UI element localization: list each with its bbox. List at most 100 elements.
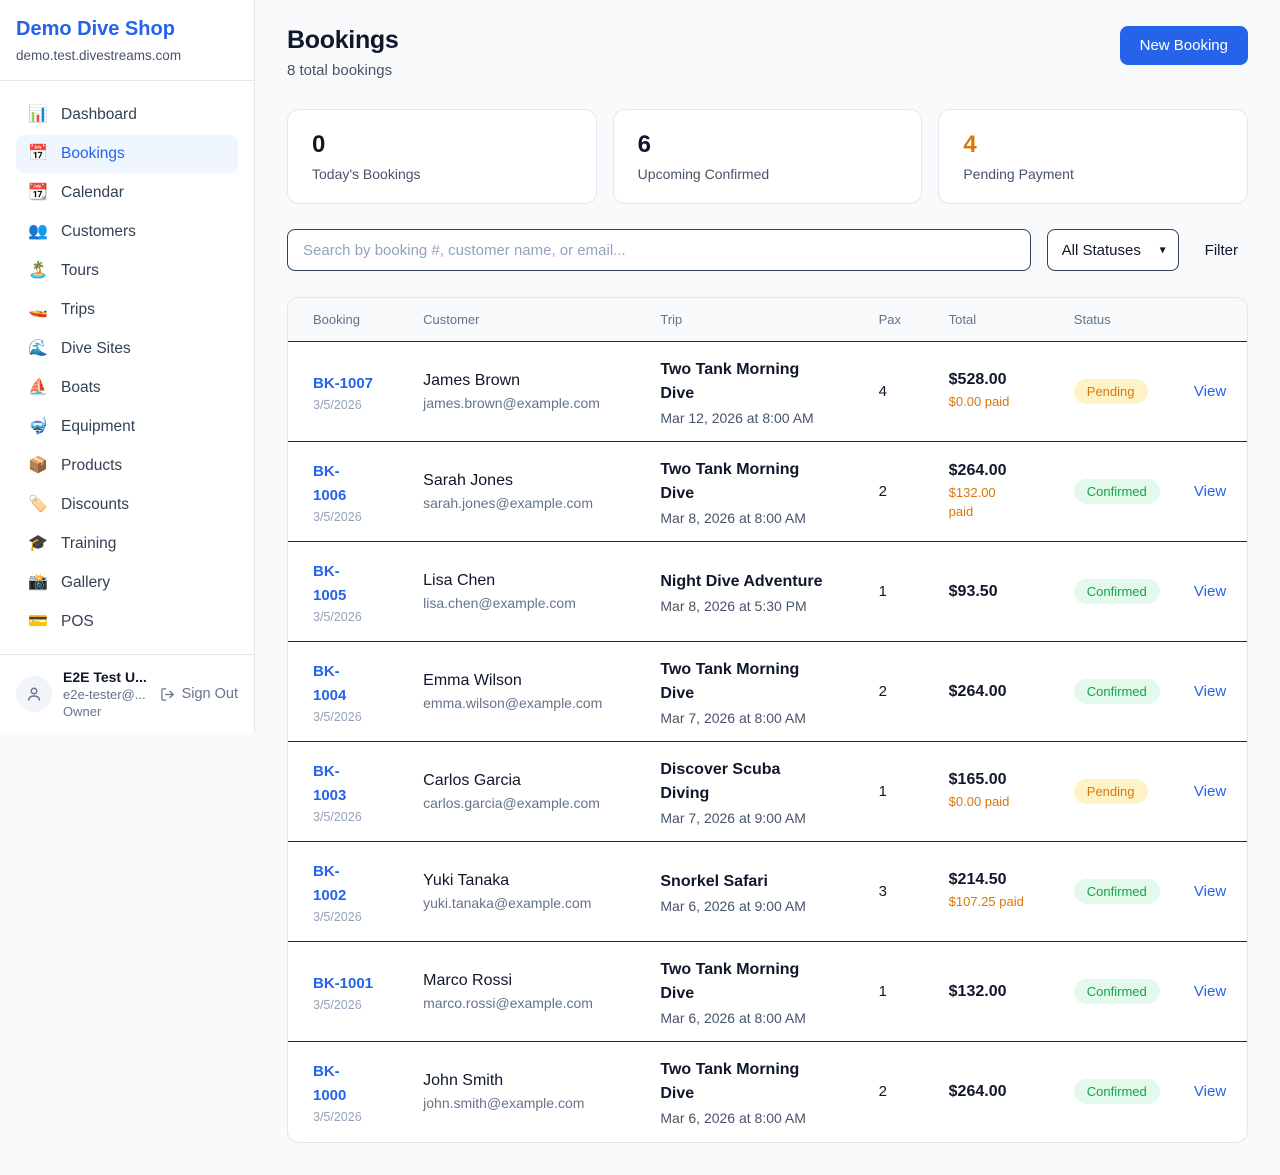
status-cell: Confirmed — [1073, 841, 1194, 942]
sidebar-item-label: Tours — [61, 262, 99, 279]
sidebar-item-gallery[interactable]: 📸 Gallery — [16, 564, 238, 602]
sidebar-item-dashboard[interactable]: 📊 Dashboard — [16, 96, 238, 134]
stat-card-pending-payment: 4 Pending Payment — [938, 109, 1249, 204]
credit-card-icon: 💳 — [28, 613, 48, 630]
booking-link[interactable]: BK- 1004 — [313, 662, 347, 704]
diving-mask-icon: 🤿 — [28, 418, 48, 435]
sidebar-item-label: Trips — [61, 301, 95, 318]
trip-cell: Two Tank Morning Dive Mar 7, 2026 at 8:00 … — [660, 641, 879, 742]
status-filter-select[interactable]: All Statuses — [1046, 229, 1179, 271]
status-cell: Confirmed — [1073, 541, 1194, 642]
view-link[interactable]: View — [1193, 482, 1227, 500]
total-cell: $528.00 $0.00 paid — [949, 342, 1074, 442]
sidebar-item-bookings[interactable]: 📅 Bookings — [16, 135, 238, 173]
booking-link[interactable]: BK-1007 — [313, 374, 374, 392]
person-icon — [28, 687, 40, 701]
page-subtitle: 8 total bookings — [287, 62, 393, 79]
table-row: BK- 1000 3/5/2026 John Smith john.smith@exam… — [288, 1041, 1247, 1142]
sidebar-item-trips[interactable]: 🚤 Trips — [16, 291, 238, 329]
sidebar-item-pos[interactable]: 💳 POS — [16, 603, 238, 641]
status-badge: Confirmed — [1073, 679, 1160, 704]
booking-link[interactable]: BK- 1003 — [313, 762, 347, 804]
customer-cell: Emma Wilson emma.wilson@example.com — [423, 641, 661, 742]
total-cell: $132.00 — [948, 941, 1074, 1042]
status-cell: Confirmed — [1073, 941, 1194, 1042]
bar-chart-icon: 📊 — [28, 106, 48, 123]
view-link[interactable]: View — [1193, 982, 1227, 1000]
booking-link[interactable]: BK- 1002 — [313, 862, 347, 904]
new-booking-button[interactable]: New Booking — [1119, 26, 1248, 65]
sidebar-item-equipment[interactable]: 🤿 Equipment — [16, 408, 238, 446]
wave-icon: 🌊 — [28, 340, 48, 357]
table-row: BK- 1006 3/5/2026 Sarah Jones sarah.jones@ex… — [288, 441, 1247, 542]
pax-value: 2 — [878, 682, 887, 700]
speedboat-icon: 🚤 — [28, 301, 48, 318]
booking-cell: BK- 1002 3/5/2026 — [288, 841, 424, 942]
trip-datetime: Mar 6, 2026 at 8:00 AM — [660, 1109, 806, 1126]
trip-name: Two Tank Morning Dive — [660, 660, 800, 702]
sidebar-item-boats[interactable]: ⛵ Boats — [16, 369, 238, 407]
sidebar-item-tours[interactable]: 🏝️ Tours — [16, 252, 238, 290]
total-cell: $214.50 $107.25 paid — [948, 841, 1074, 942]
pax-cell: 3 — [878, 841, 949, 942]
booking-cell: BK-1001 3/5/2026 — [288, 941, 424, 1042]
total-cell: $264.00 $132.00 paid — [948, 441, 1074, 542]
view-link[interactable]: View — [1193, 782, 1227, 800]
status-cell: Confirmed — [1073, 641, 1194, 742]
bookings-table-card: Booking Customer Trip Pax Total Status BK-100… — [287, 297, 1248, 1143]
sidebar-item-dive-sites[interactable]: 🌊 Dive Sites — [16, 330, 238, 368]
column-header-trip: Trip — [660, 298, 879, 342]
booking-link[interactable]: BK- 1006 — [313, 462, 347, 504]
logout-icon — [160, 687, 174, 701]
view-link[interactable]: View — [1193, 582, 1227, 600]
sidebar-item-products[interactable]: 📦 Products — [16, 447, 238, 485]
sidebar-item-label: Bookings — [61, 145, 125, 162]
view-link[interactable]: View — [1193, 1082, 1227, 1100]
customer-email: emma.wilson@example.com — [423, 695, 603, 711]
view-link[interactable]: View — [1193, 882, 1227, 900]
sidebar-item-training[interactable]: 🎓 Training — [16, 525, 238, 563]
stats-row: 0 Today's Bookings 6 Upcoming Confirmed 4 Pen… — [287, 109, 1249, 204]
stat-label: Upcoming Confirmed — [637, 166, 770, 182]
pax-cell: 1 — [878, 541, 949, 642]
view-link[interactable]: View — [1193, 382, 1227, 400]
customer-name: John Smith — [423, 1072, 504, 1090]
table-row: BK-1007 3/5/2026 James Brown james.brown@ex… — [288, 342, 1247, 442]
status-cell: Pending — [1073, 741, 1194, 842]
paid-amount: $0.00 paid — [948, 394, 1010, 410]
filter-row: All Statuses ▾ Filter — [287, 229, 1248, 271]
booking-link[interactable]: BK- 1000 — [313, 1062, 347, 1104]
column-header-status: Status — [1073, 298, 1194, 342]
page-title-block: Bookings 8 total bookings — [287, 26, 399, 79]
search-input[interactable] — [287, 229, 1031, 271]
status-badge: Confirmed — [1073, 979, 1160, 1004]
user-role: Owner — [63, 704, 102, 719]
actions-cell: View — [1194, 342, 1247, 442]
pax-cell: 2 — [878, 641, 949, 742]
trip-name: Night Dive Adventure — [660, 572, 823, 590]
status-badge: Confirmed — [1073, 879, 1160, 904]
booking-link[interactable]: BK-1001 — [313, 974, 374, 992]
sidebar-item-customers[interactable]: 👥 Customers — [16, 213, 238, 251]
filter-button[interactable]: Filter — [1195, 242, 1248, 259]
customer-name: James Brown — [423, 372, 521, 389]
trip-name: Discover Scuba Diving — [660, 760, 781, 802]
view-link[interactable]: View — [1193, 682, 1227, 700]
pax-cell: 2 — [878, 1041, 949, 1142]
sidebar-header: Demo Dive Shop demo.test.divestreams.com — [0, 0, 254, 81]
sidebar-item-discounts[interactable]: 🏷️ Discounts — [16, 486, 238, 524]
total-cell: $264.00 — [948, 641, 1074, 742]
paid-amount: $0.00 paid — [948, 794, 1010, 810]
island-icon: 🏝️ — [28, 262, 48, 279]
pax-value: 4 — [878, 382, 887, 400]
sidebar-item-label: Dashboard — [61, 106, 137, 123]
pax-cell: 2 — [878, 441, 949, 542]
column-header-customer: Customer — [423, 298, 661, 342]
sign-out-button[interactable]: Sign Out — [160, 686, 238, 702]
table-row: BK- 1003 3/5/2026 Carlos Garcia carlos.garci… — [288, 741, 1247, 842]
booking-link[interactable]: BK- 1005 — [313, 562, 347, 604]
sidebar-item-calendar[interactable]: 📆 Calendar — [16, 174, 238, 212]
actions-cell: View — [1193, 841, 1247, 942]
customer-name: Carlos Garcia — [423, 772, 521, 789]
trip-cell: Two Tank Morning Dive Mar 8, 2026 at 8:00 … — [660, 441, 879, 542]
